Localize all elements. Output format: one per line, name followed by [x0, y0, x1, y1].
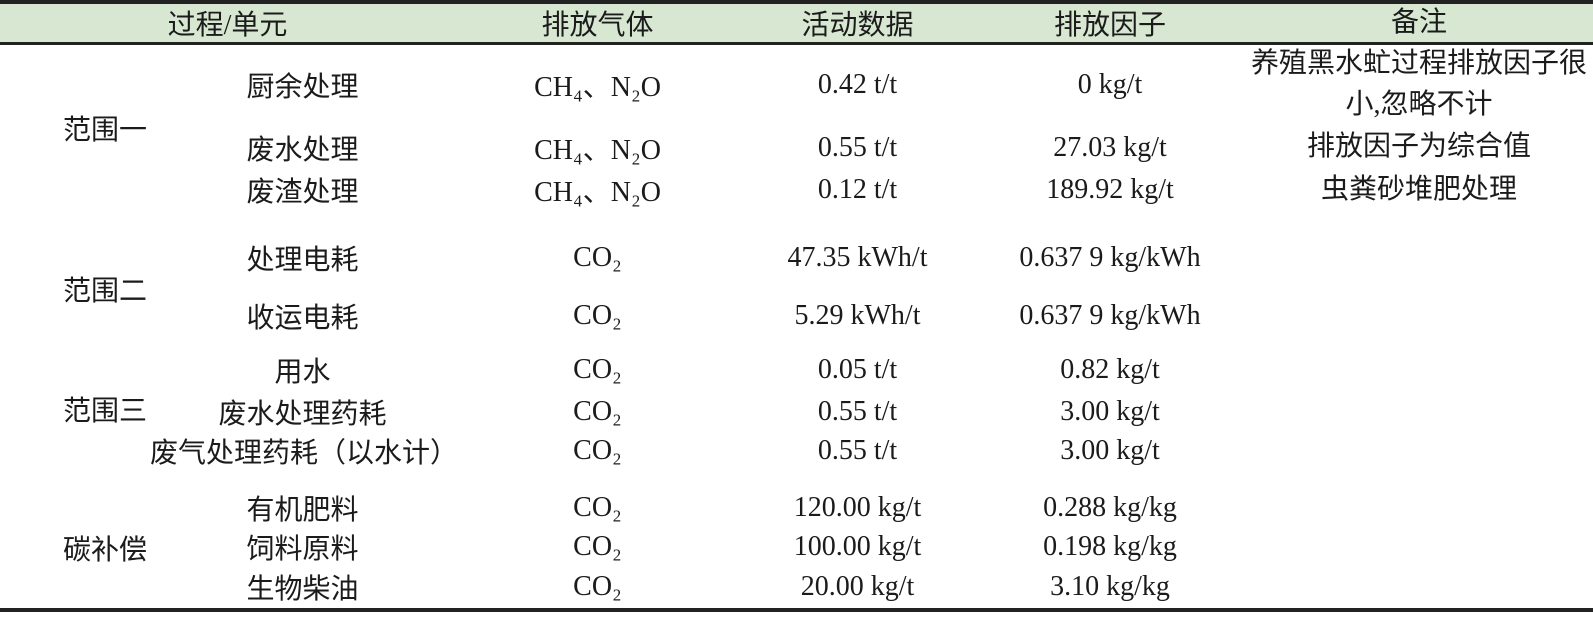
gas-cell: CH₄、N₂O — [534, 72, 661, 103]
factor-cell: 0.198 kg/kg — [1043, 531, 1177, 562]
activity-cell: 120.00 kg/t — [793, 492, 922, 523]
gas-cell: CO₂ — [573, 435, 622, 466]
gas-cell: CO₂ — [573, 396, 622, 427]
table-row: 废渣处理 CH₄、N₂O 0.12 t/t 189.92 kg/t 虫粪砂堆肥处… — [150, 170, 1593, 210]
header-remark: 备注 — [1390, 6, 1447, 38]
gas-cell: CO₂ — [573, 300, 622, 331]
activity-cell: 47.35 kWh/t — [787, 241, 928, 273]
factor-cell: 0 kg/t — [1077, 69, 1143, 100]
remark-cell: 排放因子为综合值 — [1306, 131, 1531, 163]
group-block-scope2: 范围二 处理电耗 CO₂ 47.35 kWh/t 0.637 9 kg/kWh … — [0, 210, 1593, 347]
group-block-scope3: 范围三 用水 CO₂ 0.05 t/t 0.82 kg/t 废水处理药耗 CO₂… — [0, 347, 1593, 470]
group-block-carbon-offset: 碳补偿 有机肥料 CO₂ 120.00 kg/t 0.288 kg/kg 饲料原… — [0, 470, 1593, 608]
process-cell: 废水处理药耗 — [218, 399, 387, 430]
activity-cell: 0.12 t/t — [817, 174, 898, 205]
table-row: 生物柴油 CO₂ 20.00 kg/t 3.10 kg/kg — [150, 566, 1593, 608]
activity-cell: 0.55 t/t — [817, 131, 898, 163]
process-cell: 废水处理 — [246, 134, 359, 166]
process-cell: 饲料原料 — [246, 534, 359, 565]
factor-cell: 0.82 kg/t — [1060, 353, 1160, 385]
gas-cell: CO₂ — [573, 571, 622, 602]
group-label-carbon-offset: 碳补偿 — [62, 535, 147, 566]
factor-cell: 27.03 kg/t — [1053, 131, 1167, 163]
factor-cell: 3.10 kg/kg — [1050, 571, 1170, 602]
header-process-unit: 过程/单元 — [167, 10, 288, 41]
activity-cell: 5.29 kWh/t — [794, 300, 921, 331]
process-cell: 有机肥料 — [246, 495, 359, 526]
process-cell: 处理电耗 — [246, 244, 359, 276]
gas-cell: CH₄、N₂O — [534, 177, 661, 208]
header-activity-data: 活动数据 — [801, 10, 914, 41]
activity-cell: 0.42 t/t — [817, 69, 898, 100]
gas-cell: CH₄、N₂O — [534, 134, 661, 166]
table-row: 用水 CO₂ 0.05 t/t 0.82 kg/t — [150, 347, 1593, 392]
gas-cell: CO₂ — [573, 531, 622, 562]
gas-cell: CO₂ — [573, 492, 622, 523]
gas-cell: CO₂ — [573, 353, 622, 385]
group-label-scope3: 范围三 — [62, 395, 147, 427]
factor-cell: 189.92 kg/t — [1046, 174, 1174, 205]
remark-cell: 虫粪砂堆肥处理 — [1320, 173, 1517, 205]
process-cell: 厨余处理 — [246, 72, 359, 103]
table-row: 有机肥料 CO₂ 120.00 kg/t 0.288 kg/kg — [150, 488, 1593, 528]
header-emission-gas: 排放气体 — [541, 10, 654, 41]
activity-cell: 0.05 t/t — [817, 353, 898, 385]
header-emission-factor: 排放因子 — [1053, 10, 1166, 41]
process-cell: 生物柴油 — [246, 574, 359, 605]
process-cell: 废气处理药耗（以水计） — [150, 438, 459, 469]
factor-cell: 0.288 kg/kg — [1043, 492, 1177, 523]
activity-cell: 0.55 t/t — [817, 435, 898, 466]
group-block-scope1: 范围一 厨余处理 CH₄、N₂O 0.42 t/t 0 kg/t 养殖黑水虻过程… — [0, 45, 1593, 210]
group-label-scope2: 范围二 — [62, 275, 147, 307]
activity-cell: 20.00 kg/t — [800, 571, 915, 602]
process-cell: 收运电耗 — [246, 303, 359, 334]
table-row: 饲料原料 CO₂ 100.00 kg/t 0.198 kg/kg — [150, 528, 1593, 566]
factor-cell: 0.637 9 kg/kWh — [1019, 300, 1201, 331]
table-row: 处理电耗 CO₂ 47.35 kWh/t 0.637 9 kg/kWh — [150, 230, 1593, 285]
factor-cell: 3.00 kg/t — [1060, 396, 1160, 427]
activity-cell: 0.55 t/t — [817, 396, 898, 427]
remark-cell: 养殖黑水虻过程排放因子很小,忽略不计 — [1250, 48, 1587, 120]
table-row: 收运电耗 CO₂ 5.29 kWh/t 0.637 9 kg/kWh — [150, 285, 1593, 347]
table-row: 废气处理药耗（以水计） CO₂ 0.55 t/t 3.00 kg/t — [150, 432, 1593, 470]
table-row: 废水处理 CH₄、N₂O 0.55 t/t 27.03 kg/t 排放因子为综合… — [150, 125, 1593, 170]
table-body: 范围一 厨余处理 CH₄、N₂O 0.42 t/t 0 kg/t 养殖黑水虻过程… — [0, 45, 1593, 612]
factor-cell: 0.637 9 kg/kWh — [1019, 241, 1201, 273]
gas-cell: CO₂ — [573, 241, 622, 273]
process-cell: 用水 — [274, 356, 331, 388]
group-label-scope1: 范围一 — [62, 114, 147, 146]
table-bottom-rule — [0, 608, 1593, 612]
activity-cell: 100.00 kg/t — [793, 531, 922, 562]
table-row: 废水处理药耗 CO₂ 0.55 t/t 3.00 kg/t — [150, 392, 1593, 432]
table-row: 厨余处理 CH₄、N₂O 0.42 t/t 0 kg/t 养殖黑水虻过程排放因子… — [150, 45, 1593, 125]
table-header-row: 过程/单元 排放气体 活动数据 排放因子 备注 — [0, 0, 1593, 45]
process-cell: 废渣处理 — [246, 177, 359, 208]
factor-cell: 3.00 kg/t — [1060, 435, 1160, 466]
